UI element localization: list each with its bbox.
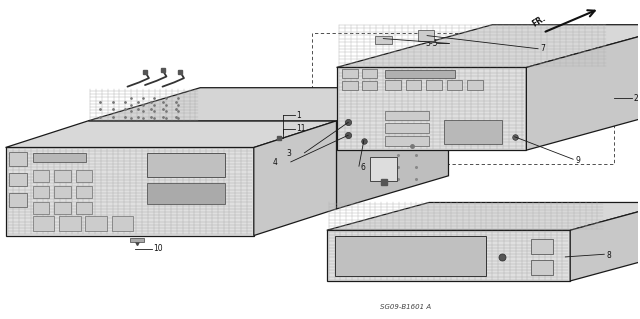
Bar bbox=[147, 153, 225, 177]
Bar bbox=[385, 136, 429, 146]
Polygon shape bbox=[6, 147, 254, 235]
Text: FR.: FR. bbox=[531, 13, 547, 28]
Bar bbox=[335, 235, 486, 276]
Bar bbox=[385, 70, 455, 78]
Bar bbox=[362, 81, 378, 90]
Bar bbox=[59, 216, 81, 231]
Polygon shape bbox=[337, 88, 449, 209]
Text: 9: 9 bbox=[575, 156, 580, 165]
Polygon shape bbox=[570, 203, 640, 281]
Bar bbox=[10, 152, 27, 166]
Bar bbox=[76, 187, 92, 198]
Text: 11: 11 bbox=[297, 124, 306, 133]
Bar bbox=[342, 69, 358, 78]
Bar bbox=[374, 36, 392, 44]
Polygon shape bbox=[526, 25, 640, 150]
Text: SG09-B1601 A: SG09-B1601 A bbox=[380, 304, 431, 310]
Polygon shape bbox=[337, 25, 640, 67]
Bar bbox=[33, 170, 49, 182]
Polygon shape bbox=[337, 67, 526, 150]
Bar bbox=[33, 153, 86, 162]
Bar bbox=[54, 203, 71, 214]
Text: 1: 1 bbox=[297, 111, 301, 120]
Bar bbox=[426, 80, 442, 90]
Bar bbox=[444, 120, 502, 144]
Bar bbox=[406, 80, 421, 90]
Bar bbox=[33, 187, 49, 198]
Text: 8: 8 bbox=[606, 251, 611, 260]
Bar bbox=[531, 239, 553, 254]
Bar bbox=[10, 193, 27, 207]
Bar bbox=[385, 123, 429, 133]
Bar bbox=[54, 187, 71, 198]
Bar bbox=[76, 203, 92, 214]
Polygon shape bbox=[254, 121, 337, 235]
Bar bbox=[467, 80, 483, 90]
Polygon shape bbox=[327, 203, 640, 230]
Bar bbox=[54, 170, 71, 182]
Text: 3-5: 3-5 bbox=[425, 39, 438, 48]
Bar bbox=[385, 111, 429, 120]
Text: 7: 7 bbox=[540, 44, 545, 53]
Bar bbox=[130, 238, 144, 242]
Text: 10: 10 bbox=[154, 244, 163, 253]
Text: 4: 4 bbox=[272, 159, 277, 167]
Bar bbox=[33, 203, 49, 214]
Text: 3: 3 bbox=[286, 149, 291, 159]
Text: 2: 2 bbox=[634, 94, 638, 103]
Polygon shape bbox=[327, 230, 570, 281]
Bar bbox=[419, 30, 434, 41]
Bar bbox=[362, 69, 378, 78]
Text: 6: 6 bbox=[361, 163, 366, 172]
Bar bbox=[85, 216, 107, 231]
Bar bbox=[33, 216, 54, 231]
Polygon shape bbox=[88, 88, 449, 121]
Bar bbox=[76, 170, 92, 182]
Bar bbox=[10, 173, 27, 187]
Bar bbox=[370, 157, 397, 181]
Bar bbox=[447, 80, 462, 90]
Bar bbox=[385, 80, 401, 90]
Bar bbox=[111, 216, 133, 231]
Bar bbox=[531, 260, 553, 275]
Bar bbox=[342, 81, 358, 90]
Polygon shape bbox=[6, 121, 337, 147]
Bar bbox=[147, 183, 225, 204]
